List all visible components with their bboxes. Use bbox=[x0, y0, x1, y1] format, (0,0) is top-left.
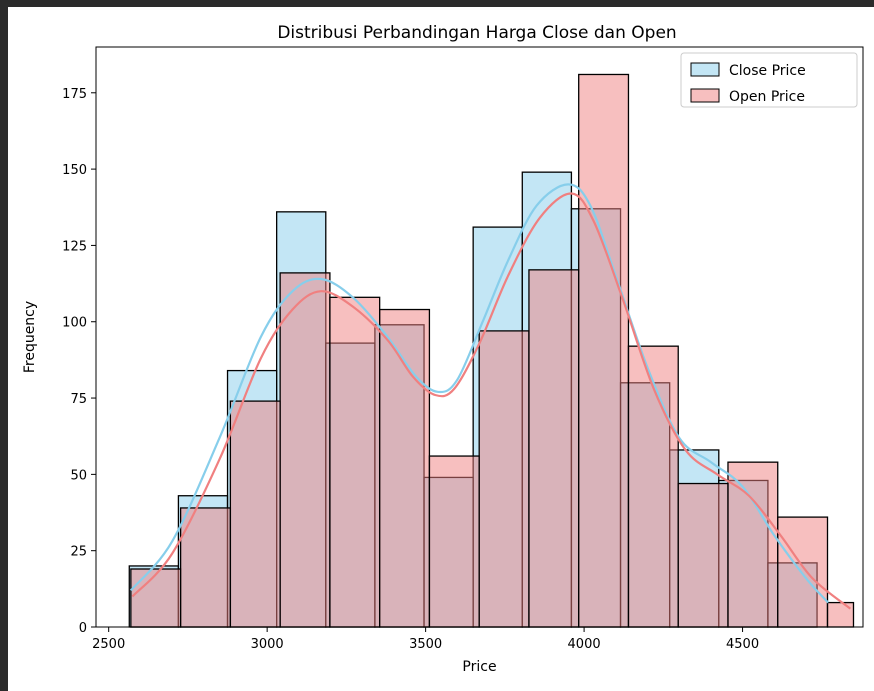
kde-line-close bbox=[130, 183, 829, 604]
kde-line-open bbox=[131, 192, 852, 610]
bar-open-2 bbox=[229, 400, 281, 628]
bar-open-11 bbox=[677, 482, 729, 628]
y-tick-label: 175 bbox=[62, 87, 87, 102]
chart-title: Distribusi Perbandingan Harga Close dan … bbox=[277, 23, 676, 43]
legend: Close Price Open Price bbox=[680, 52, 858, 108]
bar-open-0 bbox=[130, 568, 182, 628]
legend-label-open: Open Price bbox=[729, 89, 805, 105]
x-tick-label: 3000 bbox=[251, 637, 284, 652]
bar-open-9 bbox=[578, 73, 630, 628]
legend-swatch-open bbox=[690, 88, 720, 103]
histogram-chart: Distribusi Perbandingan Harga Close dan … bbox=[22, 23, 864, 675]
legend-label-close: Close Price bbox=[729, 63, 806, 79]
bar-open-14 bbox=[826, 601, 855, 628]
bars-layer bbox=[128, 73, 855, 628]
bar-open-3 bbox=[279, 272, 331, 628]
legend-box bbox=[680, 52, 858, 108]
kde-layer bbox=[130, 183, 852, 610]
bar-open-7 bbox=[478, 330, 530, 628]
y-tick-label: 50 bbox=[70, 468, 87, 483]
y-tick-label: 75 bbox=[70, 392, 87, 407]
y-tick-label: 100 bbox=[62, 316, 87, 331]
bar-open-5 bbox=[379, 308, 431, 628]
x-tick-label: 4000 bbox=[568, 637, 601, 652]
x-tick-label: 2500 bbox=[92, 637, 125, 652]
y-tick-label: 0 bbox=[79, 621, 87, 636]
plot-frame bbox=[95, 46, 864, 628]
x-tick-label: 4500 bbox=[726, 637, 759, 652]
chart-figure: Distribusi Perbandingan Harga Close dan … bbox=[8, 7, 874, 691]
bar-open-12 bbox=[727, 461, 779, 628]
y-tick-label: 125 bbox=[62, 239, 87, 254]
legend-swatch-close bbox=[690, 62, 720, 77]
y-tick-label: 150 bbox=[62, 163, 87, 178]
x-axis-label: Price bbox=[462, 659, 496, 675]
x-axis-ticks: 2500 3000 3500 4000 4500 bbox=[92, 627, 759, 652]
bar-open-13 bbox=[777, 516, 829, 628]
y-axis-label: Frequency bbox=[22, 301, 38, 373]
bar-open-8 bbox=[528, 269, 580, 628]
y-tick-label: 25 bbox=[70, 545, 87, 560]
x-tick-label: 3500 bbox=[409, 637, 442, 652]
bar-open-6 bbox=[428, 455, 480, 628]
bar-open-4 bbox=[329, 296, 381, 628]
bar-open-10 bbox=[627, 345, 679, 628]
y-axis-ticks: 0 25 50 75 100 125 150 175 bbox=[62, 87, 96, 636]
